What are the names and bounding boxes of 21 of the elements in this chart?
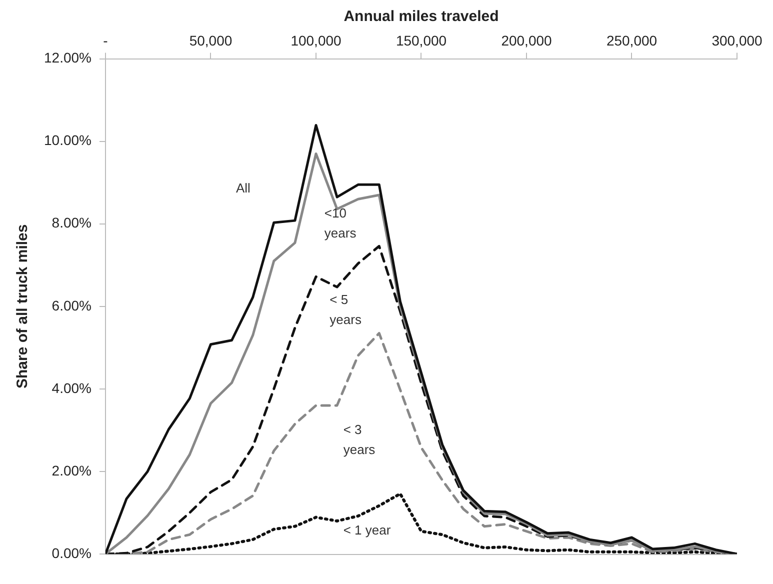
x-tick-label: 250,000: [606, 32, 658, 48]
y-tick-label: 8.00%: [52, 214, 92, 231]
y-tick-label: 12.00%: [44, 50, 92, 66]
x-tick-label: 100,000: [290, 32, 342, 48]
x-tick-label: 50,000: [189, 32, 232, 48]
series-label: < 5 years: [330, 292, 362, 328]
x-tick-label: 200,000: [501, 32, 552, 48]
x-tick-label: 300,000: [712, 32, 763, 48]
series-label: <10 years: [324, 205, 357, 240]
x-axis-title: Annual miles traveled: [344, 8, 499, 26]
series-label: < 1 year: [343, 522, 392, 538]
x-tick-label: -: [103, 32, 108, 48]
x-tick-label: 150,000: [396, 32, 447, 48]
series-label: < 3 years: [343, 422, 376, 458]
y-tick-label: 10.00%: [44, 132, 92, 148]
y-axis-title: Share of all truck miles: [14, 224, 32, 389]
y-tick-label: 2.00%: [52, 462, 92, 478]
text: All: [236, 180, 251, 196]
y-tick-label: 6.00%: [52, 297, 92, 314]
y-tick-label: 4.00%: [52, 380, 92, 396]
y-tick-label: 0.00%: [52, 544, 92, 561]
